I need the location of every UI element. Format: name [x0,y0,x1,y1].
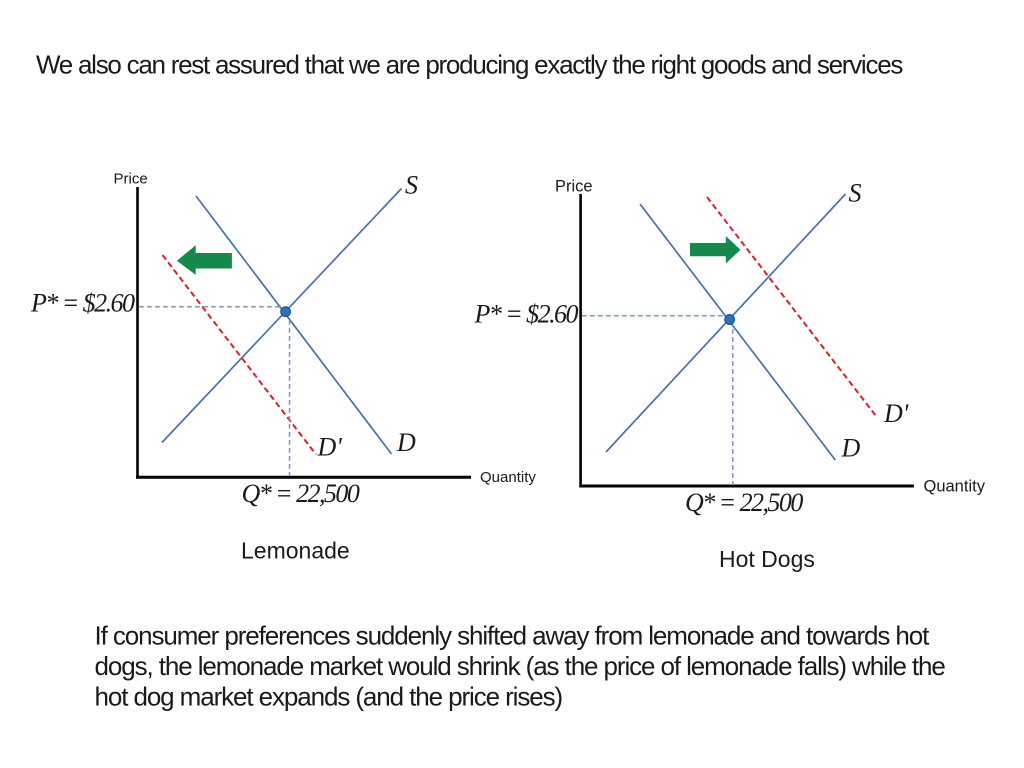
svg-text:Price: Price [555,178,593,196]
svg-text:D': D' [317,433,343,462]
svg-text:D: D [841,434,861,463]
svg-text:Lemonade: Lemonade [241,538,350,564]
svg-text:dogs, the lemonade market woul: dogs, the lemonade market would shrink (… [95,651,946,681]
svg-text:P* = $2.60: P* = $2.60 [30,289,135,318]
svg-text:We also can rest assured that: We also can rest assured that we are pro… [36,50,903,80]
svg-text:D': D' [883,399,909,428]
svg-text:S: S [405,171,418,200]
svg-text:Price: Price [114,171,148,188]
svg-text:P* = $2.60: P* = $2.60 [474,300,579,329]
svg-text:Hot Dogs: Hot Dogs [719,546,815,572]
svg-text:D: D [396,428,416,457]
svg-text:Q* = 22,500: Q* = 22,500 [685,488,803,517]
svg-text:If consumer preferences sudden: If consumer preferences suddenly shifted… [95,621,931,651]
svg-text:hot dog market expands (and th: hot dog market expands (and the price ri… [95,681,563,711]
svg-text:Quantity: Quantity [924,478,986,496]
svg-text:Q* = 22,500: Q* = 22,500 [242,479,360,508]
svg-text:Quantity: Quantity [480,469,536,486]
svg-text:S: S [849,179,862,208]
